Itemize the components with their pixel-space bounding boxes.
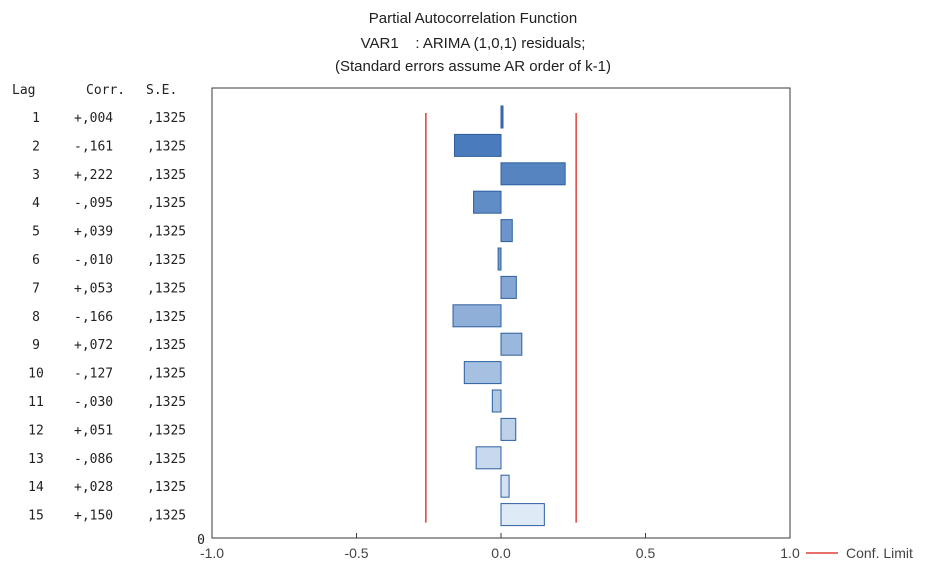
chart-title: Partial Autocorrelation Function [368,10,578,27]
se-label: ,1325 [147,395,186,410]
x-tick-label: 1.0 [780,545,800,561]
header-se: S.E. [146,83,177,98]
pacf-bar [463,361,502,385]
zero-row-label: 0 [197,533,205,548]
pacf-bar [500,275,517,299]
corr-label: +,028 [74,480,113,495]
corr-label: +,150 [74,509,113,524]
pacf-bar [475,446,502,470]
lag-label: 4 [32,196,40,211]
pacf-bar [500,417,517,441]
se-label: ,1325 [147,367,186,382]
corr-label: +,051 [74,423,113,438]
corr-label: -,086 [74,452,113,467]
pacf-bar [500,503,545,527]
x-tick-label: -0.5 [344,545,368,561]
corr-label: +,222 [74,168,113,183]
x-tick-label: 0.5 [636,545,656,561]
se-label: ,1325 [147,225,186,240]
corr-label: -,030 [74,395,113,410]
se-label: ,1325 [147,480,186,495]
se-label: ,1325 [147,281,186,296]
corr-label: +,039 [74,225,113,240]
legend-label: Conf. Limit [846,545,913,561]
corr-label: -,010 [74,253,113,268]
se-label: ,1325 [147,338,186,353]
lag-label: 6 [32,253,40,268]
lag-label: 8 [32,310,40,325]
se-label: ,1325 [147,310,186,325]
corr-label: +,072 [74,338,113,353]
pacf-bar [500,474,510,498]
pacf-bar [473,190,502,214]
chart-subtitle: VAR1 : ARIMA (1,0,1) residuals; [360,35,586,52]
corr-label: -,161 [74,139,113,154]
corr-label: -,127 [74,367,113,382]
lag-label: 5 [32,225,40,240]
corr-label: +,004 [74,111,113,126]
pacf-bar [500,219,513,243]
se-label: ,1325 [147,139,186,154]
header-corr: Corr. [86,83,125,98]
lag-label: 3 [32,168,40,183]
se-label: ,1325 [147,111,186,126]
se-label: ,1325 [147,452,186,467]
se-label: ,1325 [147,423,186,438]
x-tick-label: -1.0 [200,545,224,561]
pacf-bar [452,304,502,328]
lag-label: 14 [28,480,44,495]
corr-label: -,166 [74,310,113,325]
lag-label: 13 [28,452,44,467]
se-label: ,1325 [147,253,186,268]
se-label: ,1325 [147,509,186,524]
lag-label: 12 [28,423,44,438]
corr-label: -,095 [74,196,113,211]
chart-subtitle-2: (Standard errors assume AR order of k-1) [335,58,611,75]
corr-label: +,053 [74,281,113,296]
se-label: ,1325 [147,168,186,183]
pacf-bar [491,389,502,413]
lag-label: 9 [32,338,40,353]
pacf-bar [500,332,523,356]
lag-label: 2 [32,139,40,154]
pacf-bar [497,247,502,271]
pacf-bar [500,162,566,186]
lag-label: 7 [32,281,40,296]
lag-label: 10 [28,367,44,382]
pacf-bar [500,105,504,129]
lag-label: 15 [28,509,44,524]
lag-label: 11 [28,395,44,410]
lag-label: 1 [32,111,40,126]
x-tick-label: 0.0 [491,545,511,561]
pacf-bar [453,133,502,157]
se-label: ,1325 [147,196,186,211]
header-lag: Lag [12,83,35,98]
